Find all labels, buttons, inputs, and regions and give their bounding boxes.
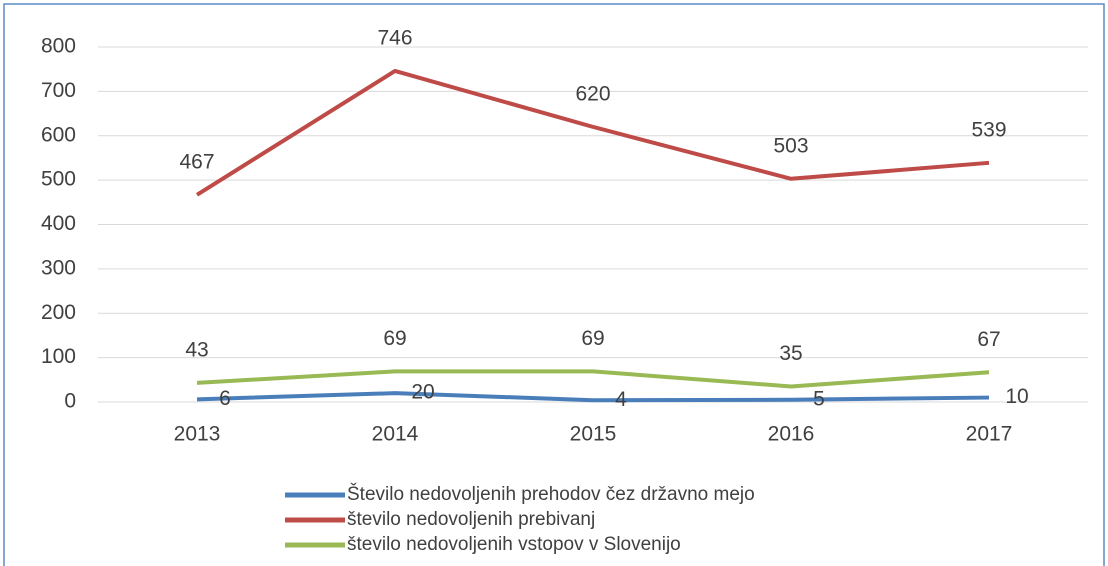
- data-label: 20: [411, 381, 434, 404]
- y-tick-label: 200: [41, 301, 76, 324]
- x-tick-label: 2013: [174, 423, 221, 446]
- y-tick-label: 300: [41, 256, 76, 279]
- y-tick-label: 600: [41, 123, 76, 146]
- x-tick-label: 2016: [768, 423, 815, 446]
- y-tick-label: 0: [64, 390, 76, 413]
- data-label: 69: [383, 327, 406, 350]
- x-tick-label: 2017: [966, 423, 1013, 446]
- data-label: 467: [179, 150, 214, 173]
- data-label: 4: [615, 388, 627, 411]
- data-label: 43: [185, 338, 208, 361]
- data-label: 6: [219, 387, 231, 410]
- legend-label: število nedovoljenih vstopov v Slovenijo: [347, 534, 681, 555]
- y-tick-label: 800: [41, 35, 76, 58]
- data-label: 10: [1005, 385, 1028, 408]
- y-tick-label: 400: [41, 212, 76, 235]
- data-label: 539: [971, 118, 1006, 141]
- data-label: 746: [377, 27, 412, 50]
- chart-border: [3, 3, 1105, 566]
- y-tick-label: 100: [41, 345, 76, 368]
- data-label: 503: [773, 134, 808, 157]
- x-tick-label: 2014: [372, 423, 419, 446]
- legend-label: Število nedovoljenih prehodov čez državn…: [347, 483, 755, 505]
- legend-label: število nedovoljenih prebivanj: [347, 509, 595, 530]
- x-tick-label: 2015: [570, 423, 617, 446]
- data-label: 35: [779, 342, 802, 365]
- data-label: 620: [575, 82, 610, 105]
- legend: Število nedovoljenih prehodov čez državn…: [285, 483, 755, 555]
- y-tick-label: 500: [41, 168, 76, 191]
- data-label: 5: [813, 387, 825, 410]
- y-tick-label: 700: [41, 79, 76, 102]
- data-label: 67: [977, 328, 1000, 351]
- series-line: [196, 369, 990, 389]
- series-line: [196, 391, 990, 403]
- series-line: [195, 68, 990, 197]
- data-label: 69: [581, 327, 604, 350]
